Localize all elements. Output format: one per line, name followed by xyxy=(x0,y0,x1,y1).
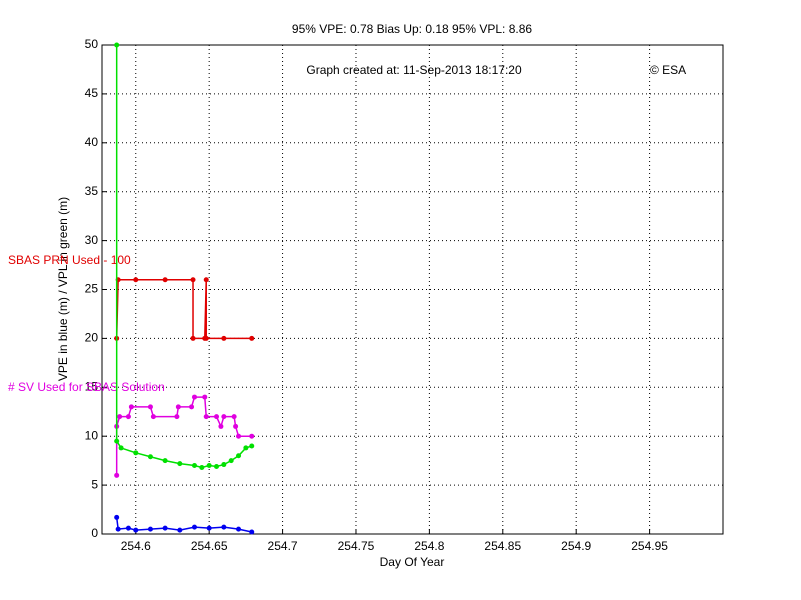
data-point xyxy=(190,335,196,341)
data-point xyxy=(249,433,255,439)
data-point xyxy=(125,414,131,420)
data-point xyxy=(114,514,120,520)
y-tick-label: 10 xyxy=(85,428,99,442)
x-tick-label: 254.7 xyxy=(268,539,298,553)
data-point xyxy=(133,450,139,456)
data-point xyxy=(114,472,120,478)
x-tick-label: 254.8 xyxy=(414,539,444,553)
data-point xyxy=(147,526,153,532)
data-point xyxy=(177,527,183,533)
y-tick-label: 35 xyxy=(85,184,99,198)
data-point xyxy=(117,414,123,420)
data-point xyxy=(162,525,168,531)
y-tick-label: 0 xyxy=(91,526,98,540)
data-point xyxy=(162,458,168,464)
series-label: # SV Used for SBAS Solution xyxy=(8,380,165,394)
data-point xyxy=(206,525,212,531)
data-point xyxy=(206,463,212,469)
data-point xyxy=(125,525,131,531)
data-point xyxy=(243,445,249,451)
y-tick-label: 15 xyxy=(85,379,99,393)
data-point xyxy=(228,458,234,464)
data-point xyxy=(118,445,124,451)
x-tick-label: 254.6 xyxy=(121,539,151,553)
data-point xyxy=(114,438,120,444)
data-point xyxy=(221,335,227,341)
data-point xyxy=(233,423,239,429)
data-point xyxy=(189,404,195,410)
data-point xyxy=(150,414,156,420)
x-tick-label: 254.95 xyxy=(631,539,668,553)
data-point xyxy=(218,423,224,429)
data-point xyxy=(202,394,208,400)
data-point xyxy=(221,462,227,468)
series-line xyxy=(115,45,252,469)
data-point xyxy=(190,277,196,283)
series-label: SBAS PRN Used - 100 xyxy=(8,253,131,267)
data-point xyxy=(133,277,139,283)
data-point xyxy=(175,404,181,410)
y-axis-label: VPE in blue (m) / VPL in green (m) xyxy=(56,197,70,381)
data-point xyxy=(203,335,209,341)
data-point xyxy=(114,42,120,48)
data-point xyxy=(236,526,242,532)
data-point xyxy=(191,394,197,400)
data-point xyxy=(221,414,227,420)
data-point xyxy=(191,524,197,530)
chart-title: 95% VPE: 0.78 Bias Up: 0.18 95% VPL: 8.8… xyxy=(292,22,532,36)
data-point xyxy=(147,454,153,460)
annotation: Graph created at: 11-Sep-2013 18:17:20 xyxy=(306,63,522,77)
x-tick-label: 254.85 xyxy=(484,539,521,553)
data-point xyxy=(231,414,237,420)
y-tick-label: 25 xyxy=(85,282,99,296)
data-point xyxy=(249,443,255,449)
data-point xyxy=(203,277,209,283)
data-point xyxy=(191,463,197,469)
data-point xyxy=(133,527,139,533)
y-tick-label: 5 xyxy=(91,477,98,491)
x-tick-label: 254.65 xyxy=(191,539,228,553)
data-point xyxy=(115,526,121,532)
y-tick-label: 45 xyxy=(85,86,99,100)
data-point xyxy=(249,335,255,341)
data-point xyxy=(177,461,183,467)
data-point xyxy=(128,404,134,410)
data-point xyxy=(236,453,242,459)
data-point xyxy=(162,277,168,283)
y-tick-label: 30 xyxy=(85,233,99,247)
y-tick-label: 40 xyxy=(85,135,99,149)
data-point xyxy=(199,464,205,470)
x-tick-label: 254.9 xyxy=(561,539,591,553)
credit: © ESA xyxy=(650,63,686,77)
data-point xyxy=(236,433,242,439)
data-point xyxy=(221,524,227,530)
data-point xyxy=(203,414,209,420)
x-axis-label: Day Of Year xyxy=(380,555,445,569)
y-tick-label: 20 xyxy=(85,331,99,345)
data-point xyxy=(214,414,220,420)
data-point xyxy=(214,464,220,470)
x-tick-label: 254.75 xyxy=(338,539,375,553)
y-tick-label: 50 xyxy=(85,37,99,51)
data-point xyxy=(147,404,153,410)
data-point xyxy=(249,529,255,535)
plot-frame xyxy=(101,44,724,535)
data-point xyxy=(174,414,180,420)
